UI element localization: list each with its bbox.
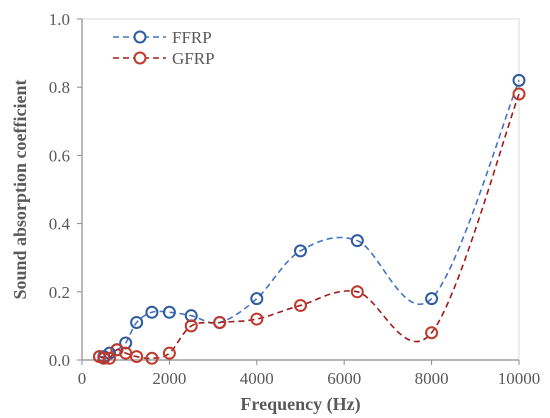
x-tick-label: 0 <box>78 369 87 388</box>
data-point-ffrp <box>425 292 439 306</box>
x-axis: 0 2000 4000 6000 8000 10000 <box>78 360 541 388</box>
y-tick-label: 1.0 <box>49 10 70 29</box>
x-tick-label: 8000 <box>415 369 449 388</box>
data-point-gfrp <box>294 298 307 312</box>
data-point-gfrp <box>130 350 144 364</box>
series-lines <box>99 80 520 360</box>
data-point-ffrp <box>145 305 159 319</box>
y-tick-label: 0.2 <box>49 283 70 302</box>
data-point-gfrp <box>350 285 364 299</box>
x-tick-label: 6000 <box>327 369 361 388</box>
legend-marker-ffrp <box>133 30 147 44</box>
data-point-gfrp <box>425 326 439 340</box>
data-point-ffrp <box>162 305 176 319</box>
series-markers <box>92 73 526 365</box>
legend-marker-gfrp <box>133 51 147 65</box>
data-point-gfrp <box>97 351 111 365</box>
legend-label-gfrp: GFRP <box>172 49 215 68</box>
series-line-gfrp <box>99 93 520 360</box>
data-point-gfrp <box>162 346 176 360</box>
legend: FFRP GFRP <box>113 28 215 68</box>
data-point-ffrp <box>512 73 526 87</box>
data-point-gfrp <box>213 315 227 329</box>
data-point-ffrp <box>130 315 144 329</box>
y-tick-label: 0.6 <box>49 146 70 165</box>
data-point-gfrp <box>512 87 526 101</box>
plot-area <box>81 18 520 361</box>
data-point-gfrp <box>103 351 117 365</box>
x-axis-title: Frequency (Hz) <box>240 394 360 415</box>
y-tick-label: 0.0 <box>49 351 70 370</box>
x-tick-label: 10000 <box>498 369 541 388</box>
y-tick-label: 0.8 <box>49 78 70 97</box>
x-tick-label: 4000 <box>240 369 274 388</box>
data-point-gfrp <box>250 312 264 326</box>
legend-label-ffrp: FFRP <box>172 28 212 47</box>
data-point-gfrp <box>145 351 159 365</box>
data-point-ffrp <box>350 234 364 248</box>
data-point-ffrp <box>250 292 264 306</box>
data-point-gfrp <box>184 319 198 333</box>
y-axis: 0.0 0.2 0.4 0.6 0.8 1.0 <box>49 10 82 370</box>
data-point-ffrp <box>294 244 307 258</box>
y-tick-label: 0.4 <box>49 215 71 234</box>
x-tick-label: 2000 <box>152 369 186 388</box>
series-line-ffrp <box>99 80 520 358</box>
y-axis-title: Sound absorption coefficient <box>10 79 30 299</box>
